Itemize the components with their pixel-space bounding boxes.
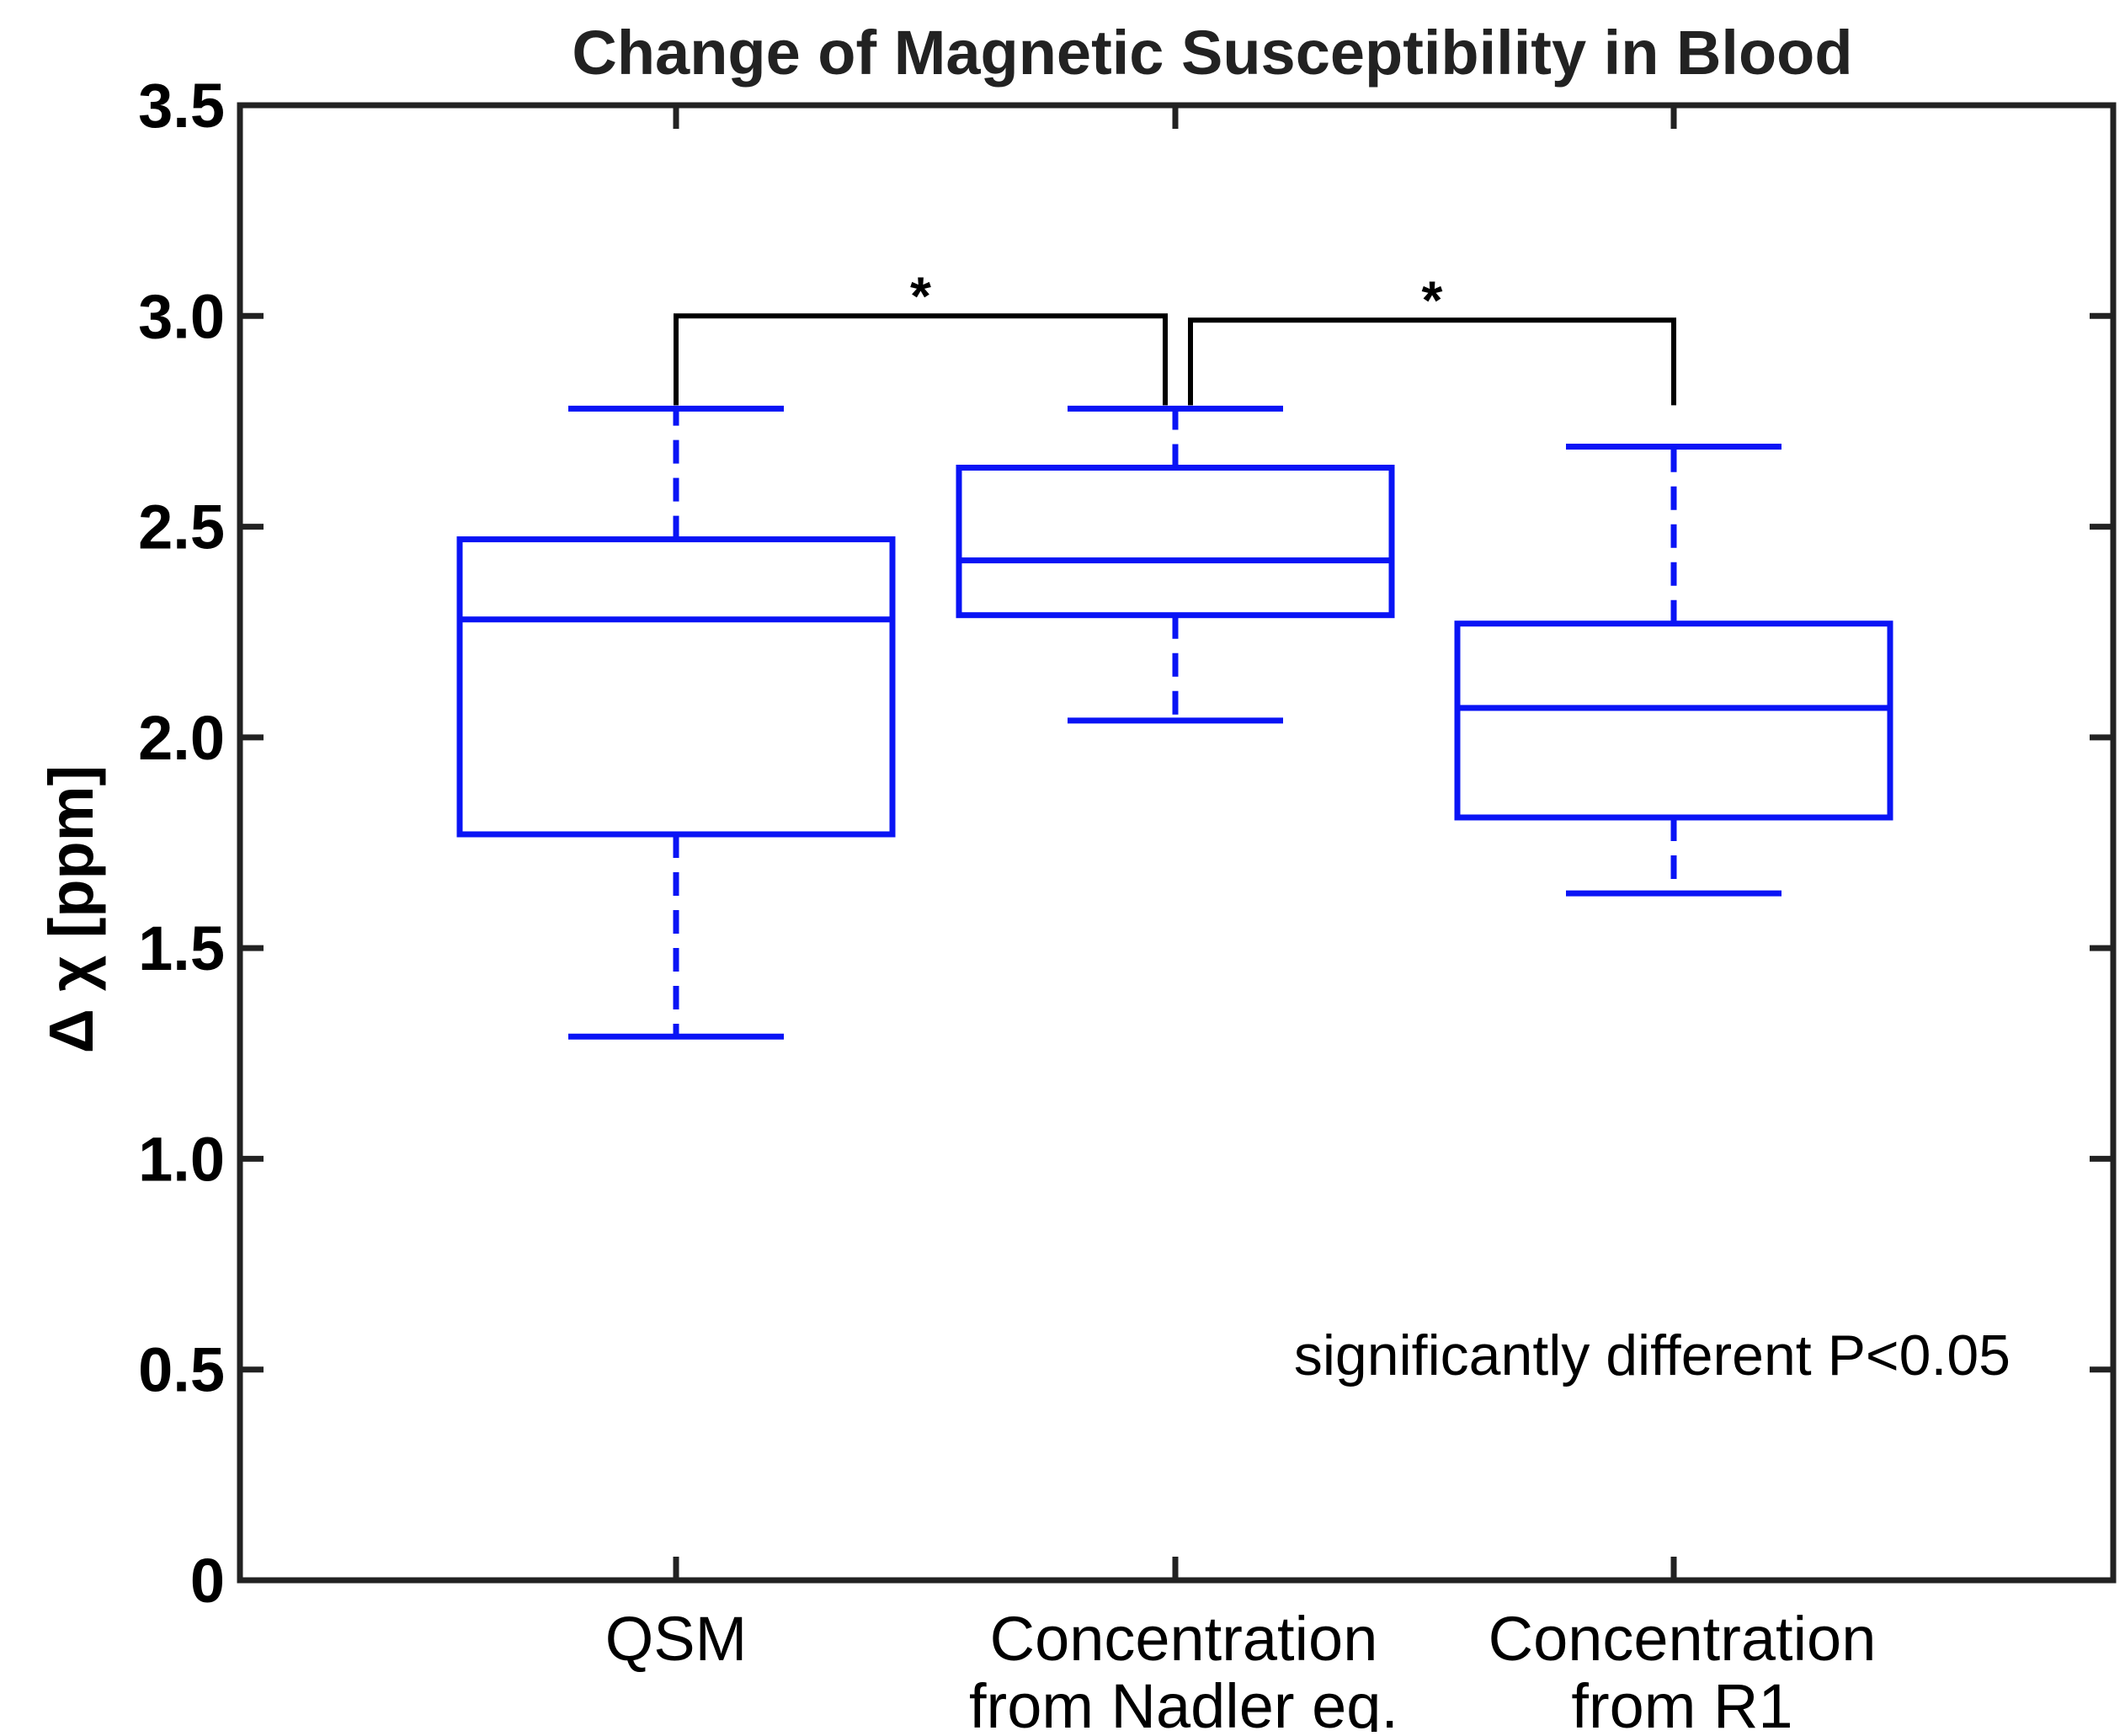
x-tick-label: Concentration [990, 1604, 1378, 1674]
x-tick-label: Concentration [1489, 1604, 1877, 1674]
x-tick-label: from R1 [1571, 1671, 1792, 1732]
significance-note: significantly different P<0.05 [1294, 1323, 2010, 1387]
y-tick-label: 1.5 [138, 913, 225, 983]
significance-star: * [1422, 269, 1443, 330]
box-1 [956, 464, 1395, 619]
y-axis-label: Δ χ [ppm] [36, 765, 106, 1053]
y-tick-label: 2.5 [138, 493, 225, 562]
significance-bracket-0 [674, 313, 1168, 406]
y-tick-label: 1.0 [138, 1124, 225, 1194]
x-tick-label: from Nadler eq. [969, 1671, 1398, 1732]
y-tick-label: 3.5 [138, 71, 225, 141]
x-tick-label: QSM [605, 1604, 748, 1674]
significance-star: * [910, 265, 931, 326]
y-tick-label: 0.5 [138, 1335, 225, 1405]
box-2 [1454, 620, 1893, 821]
y-tick-label: 2.0 [138, 703, 225, 773]
chart-title: Change of Magnetic Susceptibility in Blo… [572, 18, 1852, 88]
y-tick-label: 0 [190, 1546, 225, 1616]
box-0 [456, 536, 896, 838]
y-tick-label: 3.0 [138, 281, 225, 351]
significance-bracket-1 [1188, 317, 1676, 406]
